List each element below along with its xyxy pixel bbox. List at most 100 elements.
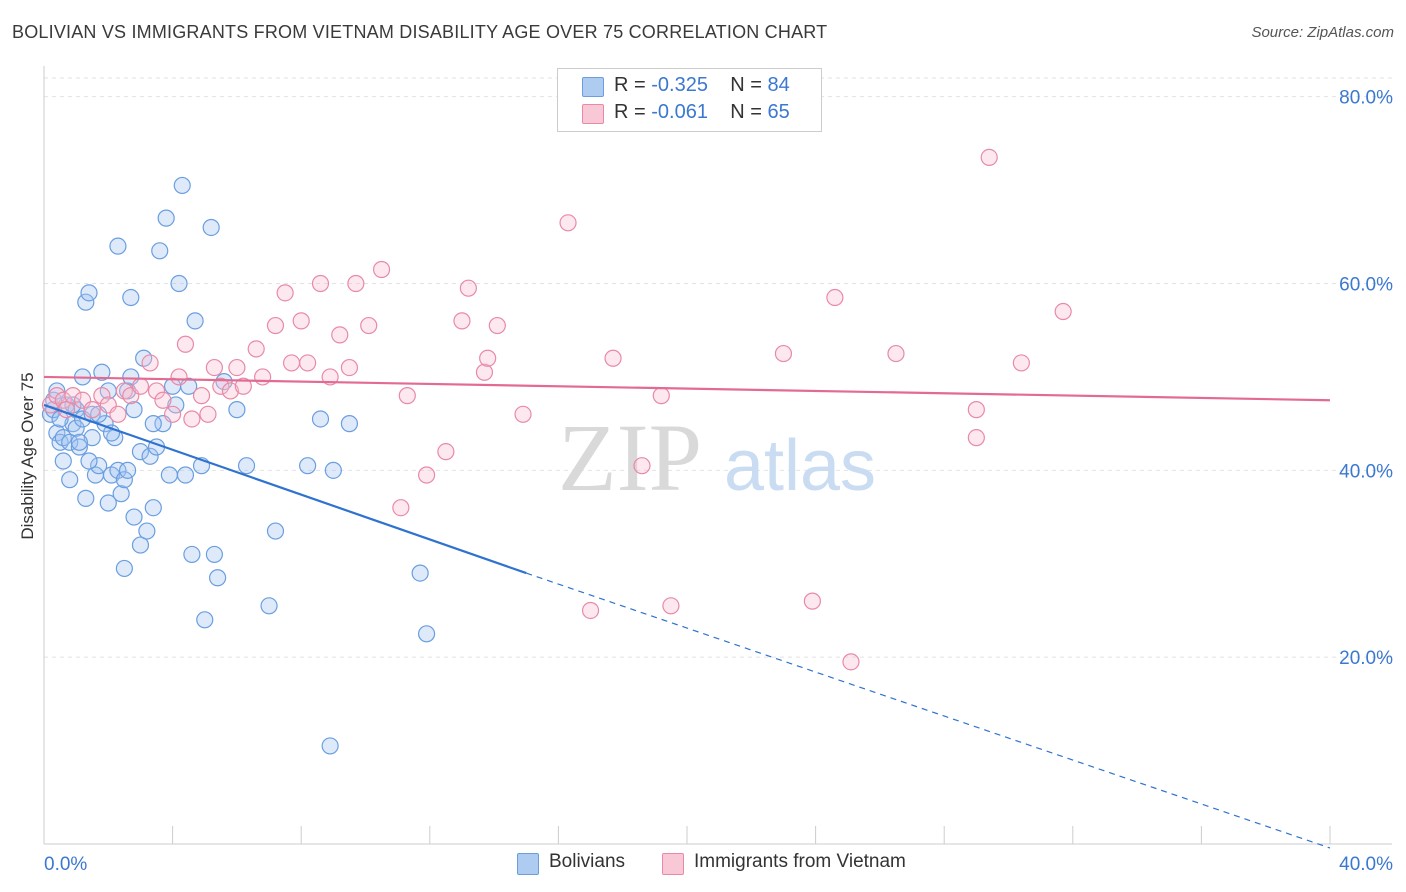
y-tick-label: 80.0%: [1339, 88, 1393, 109]
axes: [43, 66, 1392, 845]
point-bolivians: [93, 363, 111, 381]
point-bolivians: [311, 410, 330, 428]
point-vietnam: [254, 368, 272, 386]
point-bolivians: [99, 494, 117, 512]
point-vietnam: [228, 358, 246, 377]
point-vietnam: [417, 466, 436, 484]
point-bolivians: [77, 489, 95, 507]
point-bolivians: [237, 457, 256, 475]
point-vietnam: [331, 326, 349, 344]
grid-lines: [44, 77, 1392, 658]
point-vietnam: [93, 387, 111, 405]
point-bolivians: [125, 401, 143, 419]
legend-r-label: R =: [614, 101, 646, 123]
point-bolivians: [167, 396, 185, 414]
watermark-zip: ZIP: [558, 404, 702, 511]
point-vietnam: [340, 358, 359, 377]
point-vietnam: [164, 405, 182, 423]
point-bolivians: [144, 499, 162, 517]
point-bolivians: [151, 242, 169, 260]
point-bolivians: [61, 471, 79, 489]
point-vietnam: [292, 312, 310, 330]
point-vietnam: [774, 344, 793, 363]
point-bolivians: [109, 237, 127, 255]
point-vietnam: [131, 377, 150, 395]
point-bolivians: [266, 522, 285, 540]
point-bolivians: [170, 274, 188, 293]
point-vietnam: [83, 401, 101, 419]
trend-lines: [43, 375, 1331, 849]
point-vietnam: [437, 443, 455, 461]
point-vietnam: [154, 391, 172, 409]
point-bolivians: [173, 176, 191, 195]
point-vietnam: [372, 260, 391, 279]
point-vietnam: [559, 214, 577, 232]
point-bolivians: [67, 419, 85, 437]
point-vietnam: [183, 410, 201, 428]
point-vietnam: [54, 391, 72, 409]
point-bolivians: [417, 625, 436, 643]
point-vietnam: [967, 401, 985, 419]
point-vietnam: [581, 601, 600, 620]
point-bolivians: [80, 452, 98, 470]
point-vietnam: [221, 382, 240, 400]
point-bolivians: [70, 438, 88, 456]
point-vietnam: [842, 653, 860, 671]
point-bolivians: [321, 737, 339, 755]
point-vietnam: [488, 316, 506, 335]
point-bolivians: [70, 433, 88, 451]
point-vietnam: [170, 368, 188, 386]
point-vietnam: [652, 387, 670, 405]
point-vietnam: [887, 344, 905, 363]
point-bolivians: [144, 415, 162, 433]
point-vietnam: [212, 377, 230, 395]
legend-r-value: -0.061: [651, 101, 708, 123]
y-tick-label: 60.0%: [1339, 275, 1393, 296]
point-vietnam: [453, 312, 471, 330]
point-vietnam: [803, 592, 821, 610]
tick-labels: 20.0% 40.0% 60.0% 80.0% 0.0% 40.0%: [44, 88, 1393, 875]
point-bolivians: [138, 522, 156, 540]
point-bolivians: [340, 415, 359, 433]
point-vietnam: [64, 387, 82, 405]
point-vietnam: [633, 457, 651, 475]
point-vietnam: [321, 368, 339, 386]
point-bolivians: [83, 429, 101, 447]
legend-r-label: R =: [614, 74, 646, 96]
watermark-atlas: atlas: [724, 426, 876, 506]
point-vietnam: [662, 597, 680, 615]
point-vietnam: [398, 387, 416, 405]
point-vietnam: [276, 284, 294, 302]
point-bolivians: [205, 545, 223, 564]
legend-swatch-vietnam: [582, 104, 604, 124]
point-bolivians: [186, 312, 204, 330]
point-bolivians: [80, 284, 98, 302]
point-vietnam: [147, 382, 166, 400]
point-vietnam: [234, 377, 252, 395]
point-vietnam: [392, 499, 410, 517]
point-vietnam: [247, 340, 265, 358]
point-vietnam: [199, 405, 217, 423]
point-vietnam: [1012, 354, 1030, 372]
legend-n-label: N =: [730, 101, 762, 123]
point-vietnam: [109, 405, 127, 423]
point-bolivians: [411, 564, 429, 582]
point-vietnam: [360, 316, 378, 335]
trend-line-vietnam: [43, 375, 1331, 402]
legend-r-value: -0.325: [651, 74, 708, 96]
point-bolivians: [209, 569, 227, 587]
point-bolivians: [131, 536, 150, 554]
y-axis-label: Disability Age Over 75: [18, 372, 37, 540]
point-vietnam: [514, 405, 532, 423]
point-bolivians: [77, 293, 95, 311]
point-bolivians: [125, 508, 143, 526]
source-label: Source: ZipAtlas.com: [1251, 24, 1394, 41]
point-vietnam: [176, 335, 195, 353]
point-vietnam: [141, 354, 159, 372]
point-bolivians: [54, 452, 72, 470]
x-tick-label: 0.0%: [44, 854, 87, 875]
legend-n-label: N =: [730, 74, 762, 96]
point-bolivians: [215, 372, 233, 391]
point-vietnam: [475, 363, 494, 381]
